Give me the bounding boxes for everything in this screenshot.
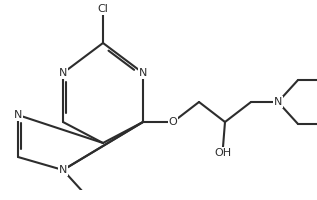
Text: N: N	[59, 165, 67, 175]
Text: N: N	[274, 97, 282, 107]
Text: N: N	[14, 110, 22, 120]
Text: Cl: Cl	[98, 4, 108, 14]
Text: O: O	[169, 117, 178, 127]
Text: OH: OH	[214, 148, 231, 158]
Text: N: N	[139, 68, 147, 78]
Text: N: N	[59, 68, 67, 78]
